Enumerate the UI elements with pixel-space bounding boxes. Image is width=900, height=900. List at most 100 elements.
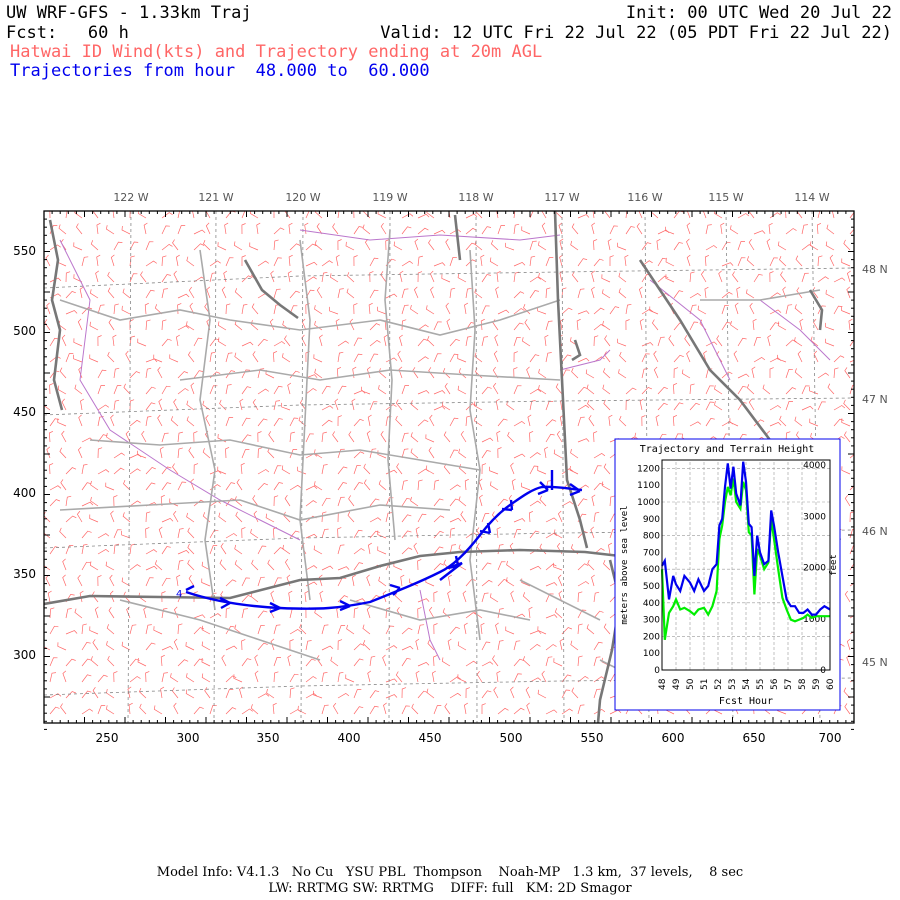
wind-barb bbox=[785, 211, 787, 219]
wind-barb bbox=[766, 238, 771, 251]
wind-barb bbox=[641, 260, 653, 267]
y-tick-400: 400 bbox=[13, 486, 36, 500]
wind-barb bbox=[441, 274, 451, 283]
wind-barb bbox=[541, 222, 547, 235]
wind-barb bbox=[380, 271, 387, 283]
wind-barb bbox=[657, 402, 668, 411]
wind-barb bbox=[225, 689, 234, 699]
wind-barb bbox=[241, 434, 252, 443]
wind-barb bbox=[225, 257, 234, 267]
wind-barb bbox=[353, 255, 358, 267]
wind-barb bbox=[768, 222, 773, 235]
wind-barb bbox=[497, 640, 504, 651]
wind-barb bbox=[173, 510, 179, 523]
wind-barb bbox=[353, 337, 363, 347]
wind-barb bbox=[593, 591, 600, 603]
wind-barb bbox=[353, 464, 361, 475]
wind-barb bbox=[561, 307, 573, 315]
wind-barb bbox=[505, 242, 515, 251]
wind-barb bbox=[161, 212, 173, 219]
wind-barb bbox=[273, 288, 281, 299]
wind-barb bbox=[337, 625, 346, 635]
wind-barb bbox=[769, 421, 782, 427]
wind-barb bbox=[736, 286, 741, 299]
wind-barb bbox=[396, 463, 403, 475]
lon-label-122w: 122 W bbox=[113, 191, 148, 204]
wind-barb bbox=[401, 687, 407, 699]
wind-barb bbox=[270, 590, 275, 603]
wind-barb bbox=[537, 689, 547, 699]
wind-barb bbox=[44, 528, 51, 539]
wind-barb bbox=[65, 290, 76, 299]
wind-barb bbox=[737, 386, 747, 395]
wind-barb bbox=[481, 305, 490, 315]
wind-barb bbox=[44, 646, 51, 651]
wind-barb bbox=[79, 286, 84, 299]
wind-barb bbox=[193, 463, 199, 475]
wind-barb bbox=[92, 639, 99, 651]
wind-barb bbox=[591, 494, 596, 507]
wind-barb bbox=[748, 398, 755, 411]
wind-barb bbox=[113, 529, 122, 539]
wind-barb bbox=[49, 607, 55, 619]
wind-barb bbox=[206, 286, 211, 299]
wind-barb bbox=[209, 338, 220, 347]
wind-barb bbox=[188, 574, 195, 587]
wind-barb bbox=[428, 606, 435, 619]
wind-barb bbox=[385, 469, 398, 475]
wind-barb bbox=[844, 367, 851, 379]
wind-barb bbox=[577, 357, 590, 363]
wind-barb bbox=[846, 638, 851, 651]
wind-barb bbox=[751, 366, 756, 379]
wind-barb bbox=[495, 622, 499, 635]
inset-x-tick: 48 bbox=[658, 678, 668, 690]
wind-barb bbox=[538, 385, 547, 395]
wind-barb bbox=[81, 482, 92, 491]
wind-barb bbox=[753, 336, 761, 347]
wind-barb bbox=[97, 404, 110, 411]
wind-barb bbox=[593, 431, 598, 443]
inset-x-tick: 49 bbox=[672, 678, 682, 690]
wind-barb bbox=[60, 479, 67, 491]
wind-barb bbox=[460, 430, 467, 443]
inset-x-tick: 60 bbox=[826, 678, 836, 690]
wind-barb bbox=[464, 302, 469, 315]
wind-barb bbox=[657, 229, 670, 235]
wind-barb bbox=[602, 289, 611, 299]
wind-barb bbox=[236, 478, 243, 491]
wind-barb bbox=[449, 353, 459, 363]
wind-barb bbox=[651, 319, 659, 331]
wind-barb bbox=[513, 351, 518, 363]
inset-x-tick: 51 bbox=[700, 679, 710, 690]
wind-barb bbox=[641, 342, 654, 347]
wind-barb bbox=[45, 574, 51, 587]
wind-barb bbox=[65, 630, 78, 635]
wind-barb bbox=[545, 644, 557, 651]
wind-barb bbox=[446, 318, 451, 331]
wind-barb bbox=[673, 367, 679, 379]
wind-barb bbox=[577, 484, 590, 491]
wind-barb bbox=[241, 449, 250, 459]
inset-y-tick-right: 3000 bbox=[803, 512, 826, 522]
wind-barb bbox=[337, 288, 344, 299]
wind-barb bbox=[497, 225, 506, 235]
wind-barb bbox=[321, 260, 333, 267]
wind-barb bbox=[458, 368, 467, 379]
wind-barb bbox=[145, 482, 156, 491]
inset-y-tick: 900 bbox=[643, 515, 660, 525]
wind-barb bbox=[571, 687, 579, 699]
wind-barb bbox=[313, 690, 323, 699]
wind-barb bbox=[617, 338, 627, 347]
wind-barb bbox=[441, 657, 451, 667]
wind-barb bbox=[217, 321, 227, 331]
wind-barb bbox=[249, 242, 259, 251]
wind-barb bbox=[529, 211, 534, 219]
wind-barb bbox=[305, 533, 318, 539]
wind-barb bbox=[49, 463, 54, 475]
wind-barb bbox=[513, 223, 520, 235]
latitude-labels: 48 N 47 N 46 N 45 N bbox=[862, 263, 888, 669]
wind-barb bbox=[378, 576, 387, 587]
wind-barb bbox=[346, 288, 355, 299]
wind-barb bbox=[400, 574, 405, 587]
wind-barb bbox=[252, 398, 259, 411]
